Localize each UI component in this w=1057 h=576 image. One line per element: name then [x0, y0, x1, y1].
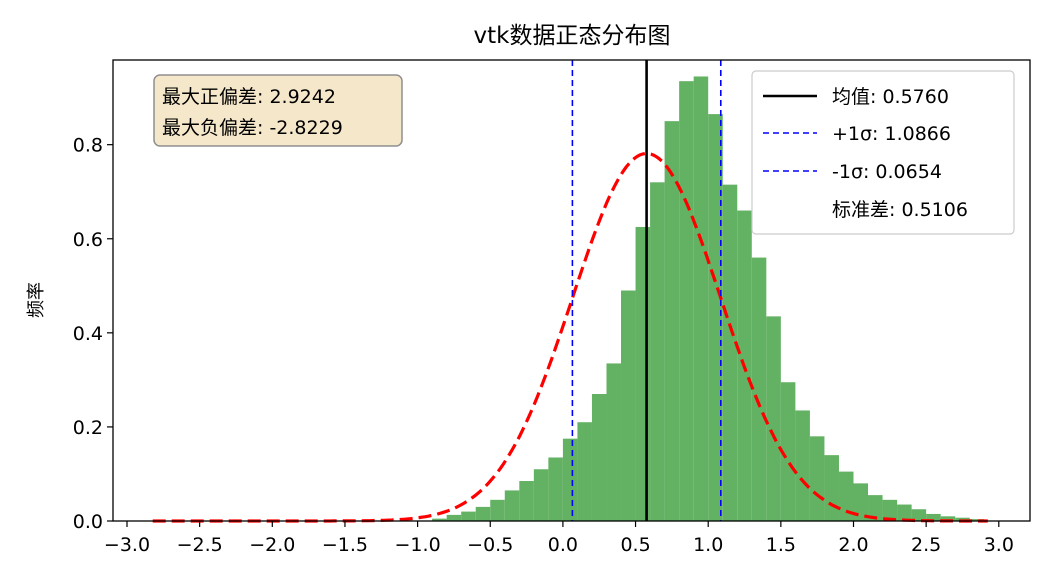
histogram-bar [562, 438, 578, 521]
legend-minus-sigma-label: -1σ: 0.0654 [832, 161, 942, 183]
legend-plus-sigma-label: +1σ: 1.0866 [832, 123, 951, 145]
x-tick-label: 1.5 [766, 534, 796, 556]
x-tick-label: 0.0 [548, 534, 578, 556]
histogram-bar [519, 481, 534, 521]
y-tick-label: 0.4 [73, 323, 103, 345]
x-tick-label: 2.0 [838, 534, 868, 556]
annotation-box-frame [153, 74, 403, 147]
legend: 均值: 0.5760 +1σ: 1.0866 -1σ: 0.0654 标准差: … [751, 70, 1015, 235]
y-axis-label: 频率 [26, 282, 47, 318]
histogram-bar [868, 495, 883, 521]
x-tick-label: −2.5 [177, 534, 223, 556]
histogram-bar [432, 518, 447, 521]
histogram-bar [722, 184, 738, 522]
x-tick-label: −3.0 [104, 534, 150, 556]
histogram-bar [911, 509, 927, 521]
y-tick-label: 0.8 [73, 135, 103, 157]
histogram-bar [664, 121, 680, 521]
x-tick-label: 2.5 [911, 534, 941, 556]
x-tick-label: −0.5 [467, 534, 513, 556]
histogram-bar [708, 114, 723, 522]
histogram-bar [446, 514, 462, 521]
legend-frame [751, 70, 1015, 235]
x-tick-label: 0.5 [620, 534, 650, 556]
histogram-bar [475, 506, 491, 521]
annotation-box: 最大正偏差: 2.9242 最大负偏差: -2.8229 [153, 74, 403, 147]
x-tick-label: −1.0 [395, 534, 441, 556]
histogram-bar [650, 182, 665, 521]
y-tick-label: 0.2 [73, 417, 103, 439]
histogram-bar [504, 490, 520, 521]
histogram-bars [432, 76, 985, 522]
histogram-bar [606, 363, 622, 521]
legend-mean-label: 均值: 0.5760 [832, 86, 949, 108]
histogram-bar [795, 410, 810, 521]
max-negative-deviation: 最大负偏差: -2.8229 [162, 117, 343, 139]
histogram-bar [577, 422, 592, 521]
histogram-bar [679, 81, 694, 521]
histogram-bar [969, 519, 985, 521]
histogram-bar [548, 457, 563, 521]
histogram-bar [926, 513, 941, 521]
histogram-bar [591, 393, 607, 521]
histogram-bar [809, 436, 825, 521]
max-positive-deviation: 最大正偏差: 2.9242 [162, 86, 336, 108]
plot-frame [112, 59, 1031, 522]
y-tick-label: 0.0 [73, 511, 103, 533]
histogram-bar [824, 455, 839, 521]
histogram-bar [533, 469, 549, 521]
x-tick-label: 3.0 [984, 534, 1014, 556]
histogram-bar [635, 226, 651, 521]
histogram-bar [940, 516, 956, 521]
histogram-bar [780, 382, 796, 521]
histogram-bar [621, 290, 636, 521]
histogram-bar [751, 257, 767, 521]
histogram-bar [955, 517, 970, 521]
y-tick-label: 0.6 [73, 229, 103, 251]
x-axis-ticks: −3.0 −2.5 −2.0 −1.5 −1.0 −0.5 0.0 0.5 1.0 1.5 2.0 2… [104, 521, 1014, 556]
histogram-bar [897, 504, 912, 521]
histogram-bar [693, 76, 709, 521]
histogram-bar [461, 511, 476, 521]
chart-title: vtk数据正态分布图 [474, 23, 671, 49]
reference-lines [571, 60, 722, 521]
histogram-bar [853, 483, 869, 521]
x-tick-label: −1.5 [322, 534, 368, 556]
x-tick-label: 1.0 [693, 534, 723, 556]
y-axis-ticks: 0.0 0.2 0.4 0.6 0.8 [73, 135, 113, 533]
histogram-bar [490, 499, 505, 521]
x-tick-label: −2.0 [249, 534, 295, 556]
histogram-bar [838, 471, 854, 521]
histogram-bar [882, 499, 898, 521]
legend-std-label: 标准差: 0.5106 [832, 199, 968, 221]
histogram-bar [766, 316, 781, 521]
